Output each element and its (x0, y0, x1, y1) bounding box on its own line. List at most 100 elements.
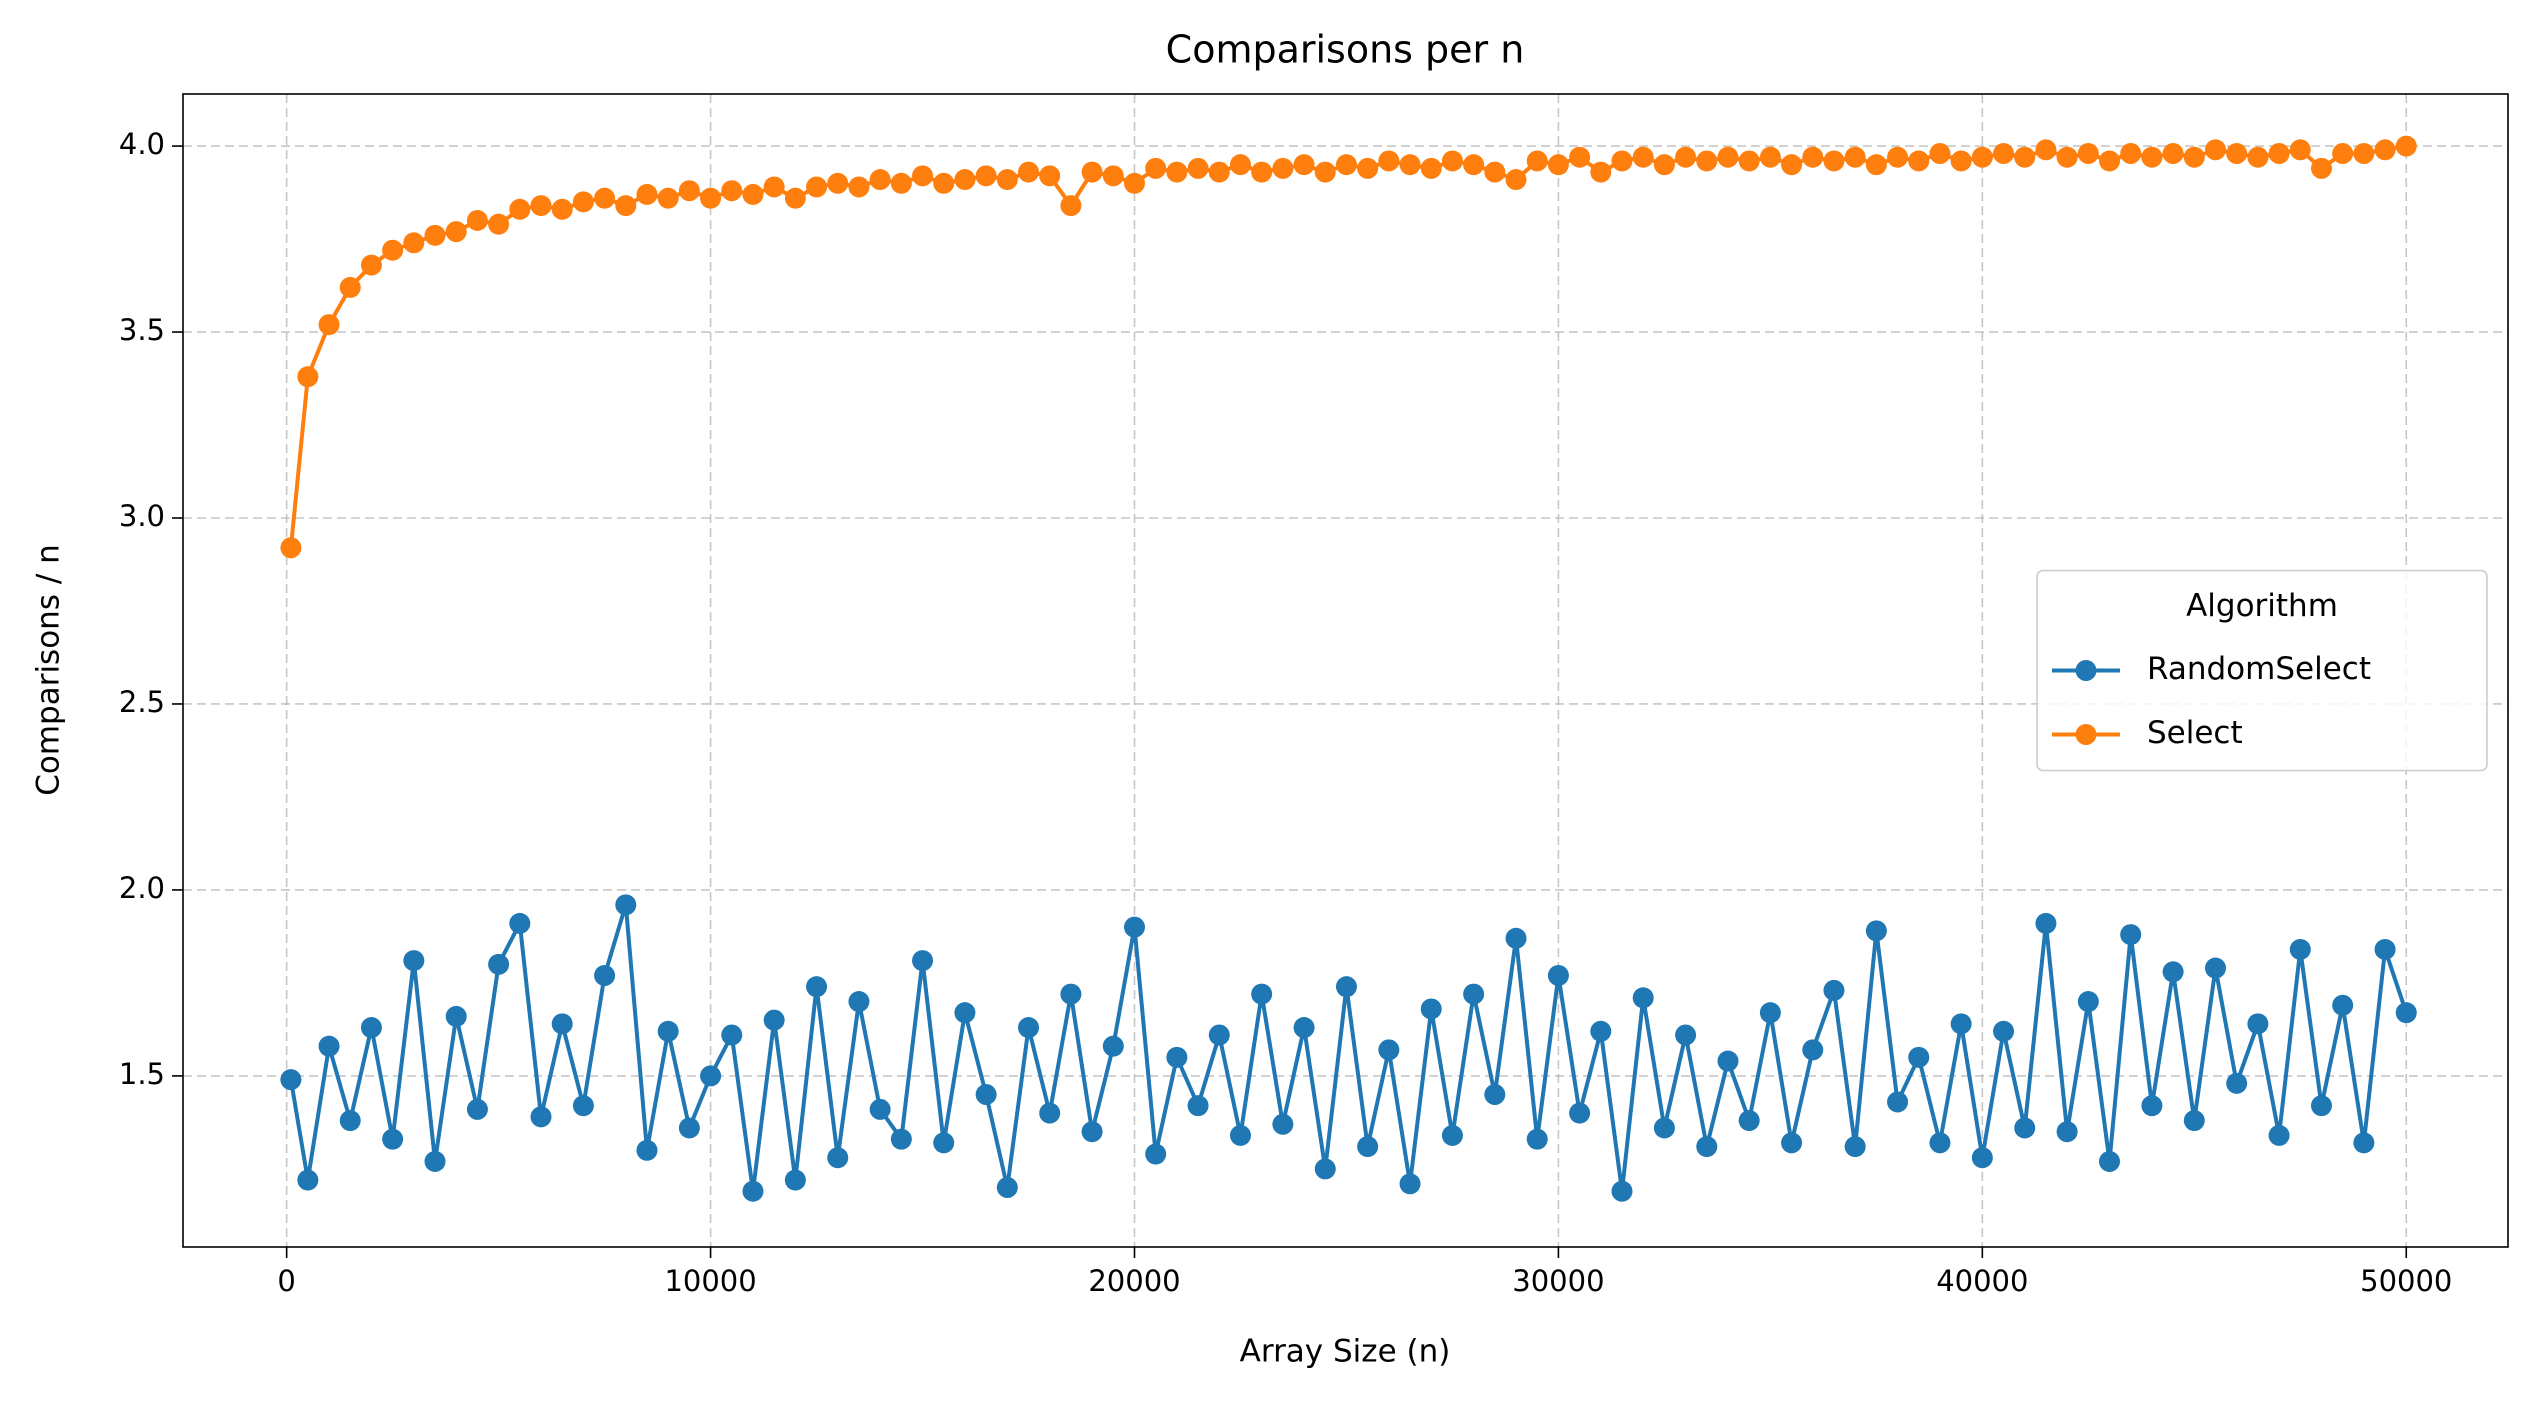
point (424, 1150, 446, 1172)
point (509, 912, 531, 934)
point (2162, 961, 2184, 983)
point (1272, 157, 1294, 179)
point (636, 183, 658, 205)
point (2035, 912, 2057, 934)
point (1399, 1173, 1421, 1195)
point (466, 1098, 488, 1120)
point (1844, 1136, 1866, 1158)
point (2268, 1124, 2290, 1146)
point (1505, 169, 1527, 191)
point (742, 1180, 764, 1202)
point (1039, 1102, 1061, 1124)
point (509, 198, 531, 220)
point (2247, 1013, 2269, 1035)
point (700, 1065, 722, 1087)
y-axis-label: Comparisons / n (31, 544, 67, 796)
point (572, 191, 594, 213)
point (1653, 154, 1675, 176)
point (763, 176, 785, 198)
point (2289, 139, 2311, 161)
point (360, 254, 382, 276)
point (466, 209, 488, 231)
point (1441, 1124, 1463, 1146)
point (572, 1095, 594, 1117)
point (1335, 976, 1357, 998)
point (551, 1013, 573, 1035)
point (403, 950, 425, 972)
point (339, 276, 361, 298)
point (1696, 150, 1718, 172)
point (890, 1128, 912, 1150)
point (1145, 157, 1167, 179)
point (2332, 143, 2354, 165)
point (1738, 1110, 1760, 1132)
point (2204, 139, 2226, 161)
point (869, 169, 891, 191)
point (2120, 924, 2142, 946)
point (2077, 991, 2099, 1013)
point (1547, 154, 1569, 176)
point (763, 1009, 785, 1031)
point (1484, 1084, 1506, 1106)
point (594, 187, 616, 209)
point (1463, 154, 1485, 176)
point (678, 180, 700, 202)
point (2077, 143, 2099, 165)
point (1950, 150, 1972, 172)
point (2310, 157, 2332, 179)
point (784, 187, 806, 209)
x-tick-label: 0 (277, 1264, 295, 1298)
point (1039, 165, 1061, 187)
point (1018, 1017, 1040, 1039)
point (2183, 146, 2205, 168)
point (848, 176, 870, 198)
point (912, 165, 934, 187)
y-tick-label: 2.0 (119, 871, 165, 905)
point (1611, 150, 1633, 172)
point (1420, 157, 1442, 179)
point (360, 1017, 382, 1039)
legend-marker (2075, 724, 2097, 745)
y-tick-label: 3.5 (119, 313, 165, 347)
point (424, 224, 446, 246)
point (382, 1128, 404, 1150)
x-axis-label: Array Size (n) (1240, 1334, 1451, 1370)
point (1887, 146, 1909, 168)
point (996, 169, 1018, 191)
point (1526, 150, 1548, 172)
point (721, 180, 743, 202)
point (1229, 1124, 1251, 1146)
point (2353, 143, 2375, 165)
point (1357, 1136, 1379, 1158)
point (1611, 1180, 1633, 1202)
point (1865, 920, 1887, 942)
point (2204, 957, 2226, 979)
point (1314, 161, 1336, 183)
point (2395, 135, 2417, 157)
legend-title: Algorithm (2186, 588, 2338, 624)
chart-title: Comparisons per n (1166, 28, 1525, 72)
point (1675, 146, 1697, 168)
point (1547, 964, 1569, 986)
point (615, 195, 637, 217)
point (975, 1084, 997, 1106)
point (1251, 983, 1273, 1005)
point (1378, 150, 1400, 172)
point (1569, 146, 1591, 168)
point (2353, 1132, 2375, 1154)
point (1060, 983, 1082, 1005)
point (1590, 1020, 1612, 1042)
point (1420, 998, 1442, 1020)
point (1717, 146, 1739, 168)
point (445, 1005, 467, 1027)
x-tick-label: 20000 (1088, 1264, 1180, 1298)
legend: Algorithm RandomSelect Select (2036, 569, 2488, 772)
point (1102, 165, 1124, 187)
point (1971, 1147, 1993, 1169)
point (339, 1110, 361, 1132)
point (1802, 146, 1824, 168)
point (1569, 1102, 1591, 1124)
point (2268, 143, 2290, 165)
point (1675, 1024, 1697, 1046)
